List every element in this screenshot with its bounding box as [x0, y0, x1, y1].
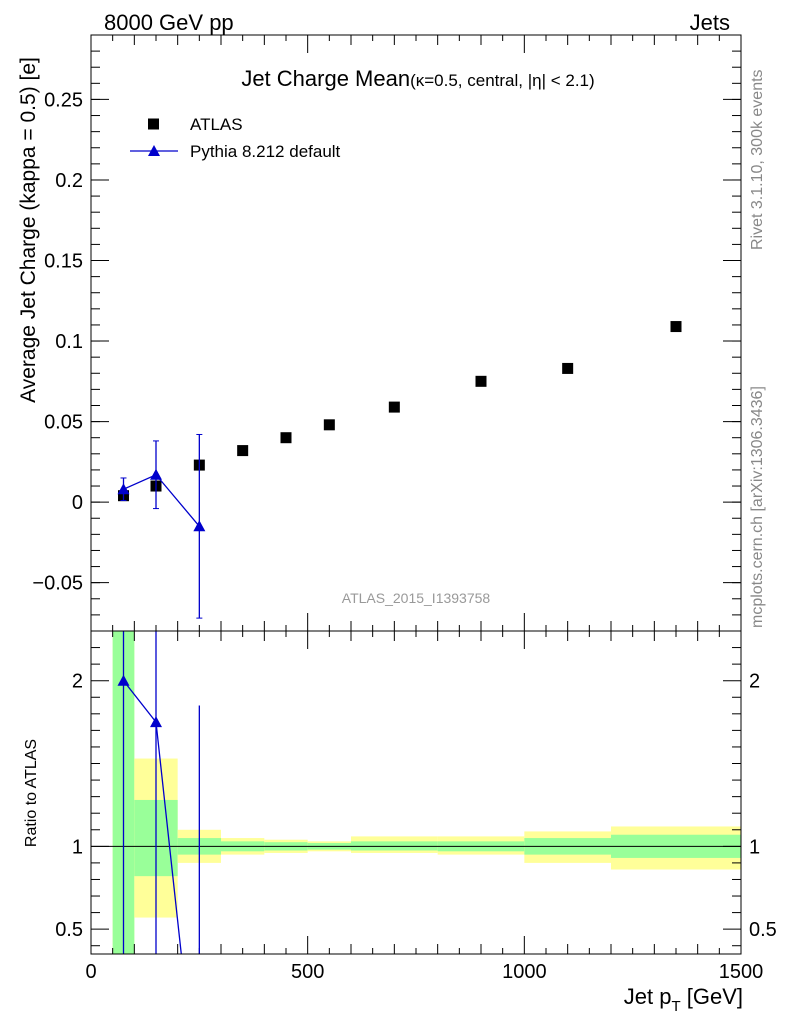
- atlas-point-5: [323, 419, 335, 431]
- main-panel: Jet Charge Mean(κ=0.5, central, |η| < 2.…: [17, 34, 742, 632]
- main-frame: [90, 34, 742, 632]
- atlas-point-7: [475, 375, 487, 387]
- ratio-ytick-label-0: 0.5: [55, 919, 83, 941]
- ratio-xtick-label-0: 0: [85, 961, 96, 983]
- main-ylabel: Average Jet Charge (kappa = 0.5) [e]: [17, 57, 40, 403]
- atlas-point-6: [388, 401, 400, 413]
- header-left: 8000 GeV pp: [104, 10, 234, 35]
- main-title-subtext: (κ=0.5, central, |η| < 2.1): [410, 71, 595, 90]
- ratio-ytick-label-right-0: 0.5: [749, 919, 777, 941]
- ratio-xtick-label-2: 1000: [502, 961, 547, 983]
- pythia-point-2: [193, 520, 206, 532]
- main-ytick-label-5: 0.2: [55, 170, 83, 192]
- legend-item-0: ATLAS: [148, 115, 243, 134]
- pythia-point-0: [117, 483, 130, 495]
- ratio-xtick-label-1: 500: [291, 961, 324, 983]
- ratio-pythia-point-1: [150, 716, 162, 728]
- main-ytick-label-6: 0.25: [44, 89, 83, 111]
- legend-item-1: Pythia 8.212 default: [130, 142, 341, 161]
- ratio-pythia-point-0: [117, 674, 130, 686]
- atlas-point-4: [280, 432, 292, 444]
- ratio-ytick-label-right-2: 2: [749, 671, 760, 693]
- main-ytick-label-3: 0.1: [55, 331, 83, 353]
- legend-marker-triangle: [148, 145, 160, 156]
- ratio-ylabel: Ratio to ATLAS: [23, 739, 40, 847]
- atlas-point-8: [562, 362, 574, 374]
- atlas-point-3: [237, 445, 249, 457]
- main-ytick-label-2: 0.05: [44, 412, 83, 434]
- mcplots-label: mcplots.cern.ch [arXiv:1306.3436]: [749, 386, 766, 628]
- legend-label-1: Pythia 8.212 default: [190, 142, 341, 161]
- main-title-text: Jet Charge Mean: [241, 66, 410, 91]
- pythia-point-1: [150, 468, 162, 480]
- ratio-xlabel: Jet pT [GeV]: [624, 984, 743, 1015]
- ratio-ytick-label-2: 2: [72, 671, 83, 693]
- legend-marker-square: [148, 118, 159, 130]
- main-ytick-label-4: 0.15: [44, 251, 83, 273]
- main-title: Jet Charge Mean(κ=0.5, central, |η| < 2.…: [241, 66, 594, 91]
- ratio-frame: [90, 630, 742, 955]
- rivet-label: Rivet 3.1.10, 300k events: [749, 69, 766, 250]
- watermark: ATLAS_2015_I1393758: [342, 590, 491, 606]
- ratio-ytick-label-right-1: 1: [749, 836, 760, 858]
- atlas-point-9: [670, 321, 682, 333]
- ratio-panel: 0.5 0.5 1 1 2 2 0 500 1000 1500 Ratio to ATLAS Je…: [23, 630, 777, 1015]
- legend-label-0: ATLAS: [190, 115, 243, 134]
- ratio-ytick-label-1: 1: [72, 836, 83, 858]
- main-ytick-label-1: 0: [72, 492, 83, 514]
- main-ytick-label-0: −0.05: [32, 573, 83, 595]
- ratio-xtick-label-3: 1500: [719, 961, 764, 983]
- header-right: Jets: [690, 10, 730, 35]
